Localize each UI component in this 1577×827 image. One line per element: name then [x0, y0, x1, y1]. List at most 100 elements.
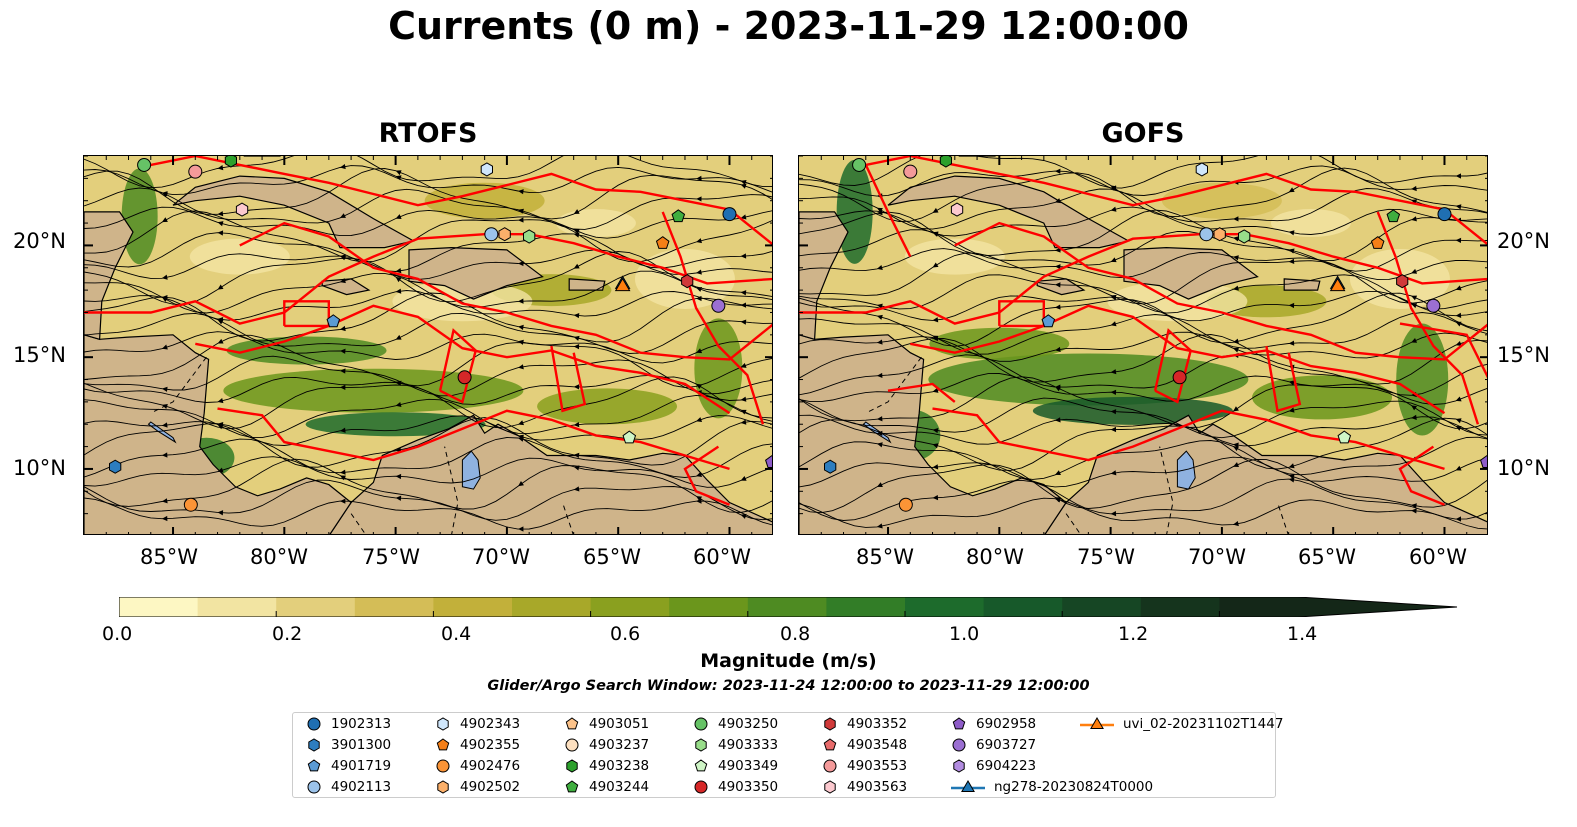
streamline — [84, 497, 772, 530]
legend-label: 4903349 — [718, 758, 779, 774]
streamline-arrow — [217, 230, 224, 236]
streamline-arrow — [876, 372, 883, 379]
lon-tick-label: 70°W — [472, 545, 530, 569]
current-speed-patch — [121, 168, 158, 265]
lake-nicaragua — [147, 421, 177, 444]
country-border — [1159, 446, 1174, 534]
streamline-arrow — [696, 496, 703, 502]
streamline-arrow — [1233, 446, 1240, 452]
legend-label: 4902355 — [460, 737, 521, 753]
legend-marker — [694, 759, 708, 772]
land-central-america — [84, 334, 352, 534]
legend-item: 6902958 — [950, 714, 1036, 734]
legend-marker — [307, 780, 321, 794]
streamline-arrow — [518, 260, 524, 267]
boundary-line — [195, 304, 731, 415]
legend-marker — [307, 759, 321, 772]
streamline — [84, 249, 772, 280]
float-marker-6903727 — [711, 298, 726, 313]
streamline — [84, 206, 772, 239]
streamline-arrow — [696, 348, 703, 354]
legend-item: 4903250 — [692, 714, 778, 734]
lon-tick-label: 75°W — [362, 545, 420, 569]
float-marker-4903350 — [1172, 370, 1187, 385]
streamline-arrow — [1411, 268, 1418, 274]
colorbar-segment — [983, 597, 1063, 617]
streamline-arrow — [161, 515, 168, 522]
legend-label: 6903727 — [976, 737, 1037, 753]
legend-item: 4902476 — [434, 756, 520, 776]
float-marker-4903244 — [671, 209, 686, 223]
float-marker-4902502 — [1213, 227, 1226, 242]
land-hispaniola — [408, 246, 544, 300]
float-marker-4903244 — [1386, 209, 1401, 223]
legend-label: 4903333 — [718, 737, 779, 753]
streamline — [799, 312, 1487, 355]
streamline-arrow — [1054, 497, 1061, 503]
land-puerto-rico — [1283, 278, 1321, 291]
streamline-arrow — [1288, 380, 1295, 386]
streamline-arrow — [1110, 206, 1117, 212]
float-marker-4902113 — [484, 227, 499, 242]
streamline-arrow — [696, 498, 702, 504]
axis-ticks — [84, 156, 772, 534]
boundary-line — [1399, 322, 1487, 379]
streamline-arrow — [217, 316, 224, 323]
streamline-arrow — [1288, 258, 1295, 264]
streamline-arrow — [1054, 282, 1061, 288]
colorbar-tick-label: 0.2 — [272, 623, 303, 645]
axis-ticks — [799, 156, 1487, 534]
streamline-arrow — [740, 180, 747, 185]
legend-item: 4902502 — [434, 777, 520, 797]
legend-item: 4902355 — [434, 735, 520, 755]
legend-item: 4903237 — [563, 735, 649, 755]
legend-label: 6902958 — [976, 716, 1037, 732]
legend-label: 4903350 — [718, 779, 779, 795]
streamline — [84, 331, 772, 364]
colorbar-segment — [1140, 597, 1220, 617]
streamline-arrow — [740, 396, 747, 402]
glider-marker-uvi_02-20231102T1447 — [614, 277, 631, 292]
float-marker-4903333 — [523, 229, 536, 244]
streamline-arrow — [1110, 294, 1117, 300]
float-marker-4902476 — [183, 497, 198, 512]
streamline — [799, 497, 1487, 530]
legend-label: 3901300 — [331, 737, 392, 753]
legend-label: 4903250 — [718, 716, 779, 732]
float-marker-4903352 — [1396, 274, 1409, 289]
colorbar-segment — [747, 597, 827, 617]
streamline-arrow — [339, 255, 346, 261]
streamline-arrow — [1288, 474, 1295, 480]
legend-marker — [824, 780, 836, 794]
streamline-arrow — [161, 217, 168, 223]
streamline — [799, 167, 1487, 222]
streamline — [799, 252, 1487, 305]
lon-tick-label: 65°W — [583, 545, 641, 569]
colorbar-extend-arrow — [1298, 597, 1457, 617]
streamline-arrow — [740, 183, 747, 189]
legend-marker — [437, 717, 449, 731]
argo-floats — [824, 156, 1487, 512]
streamline-arrow — [1054, 264, 1061, 270]
streamline-arrow — [932, 262, 939, 268]
boundary-line — [283, 300, 331, 328]
float-marker-4903563 — [950, 202, 964, 217]
legend-marker — [436, 738, 450, 751]
float-marker-4902355 — [1370, 236, 1385, 249]
streamline-arrow — [217, 424, 224, 430]
legend-marker — [823, 738, 837, 751]
lon-tick-label: 60°W — [1409, 545, 1467, 569]
map-canvas-gofs — [799, 156, 1487, 534]
streamline — [84, 458, 772, 513]
streamlines — [84, 156, 772, 532]
figure-title: Currents (0 m) - 2023-11-29 12:00:00 — [388, 4, 1189, 48]
legend-item: 4902343 — [434, 714, 520, 734]
streamline-arrow — [217, 221, 224, 227]
streamline-arrow — [339, 368, 346, 374]
glider-marker-uvi_02-20231102T1447 — [1329, 277, 1346, 292]
streamline — [799, 290, 1487, 322]
float-marker-4903250 — [852, 157, 867, 172]
streamline — [799, 354, 1487, 396]
current-speed-patch — [537, 388, 678, 425]
streamline — [799, 456, 1487, 488]
